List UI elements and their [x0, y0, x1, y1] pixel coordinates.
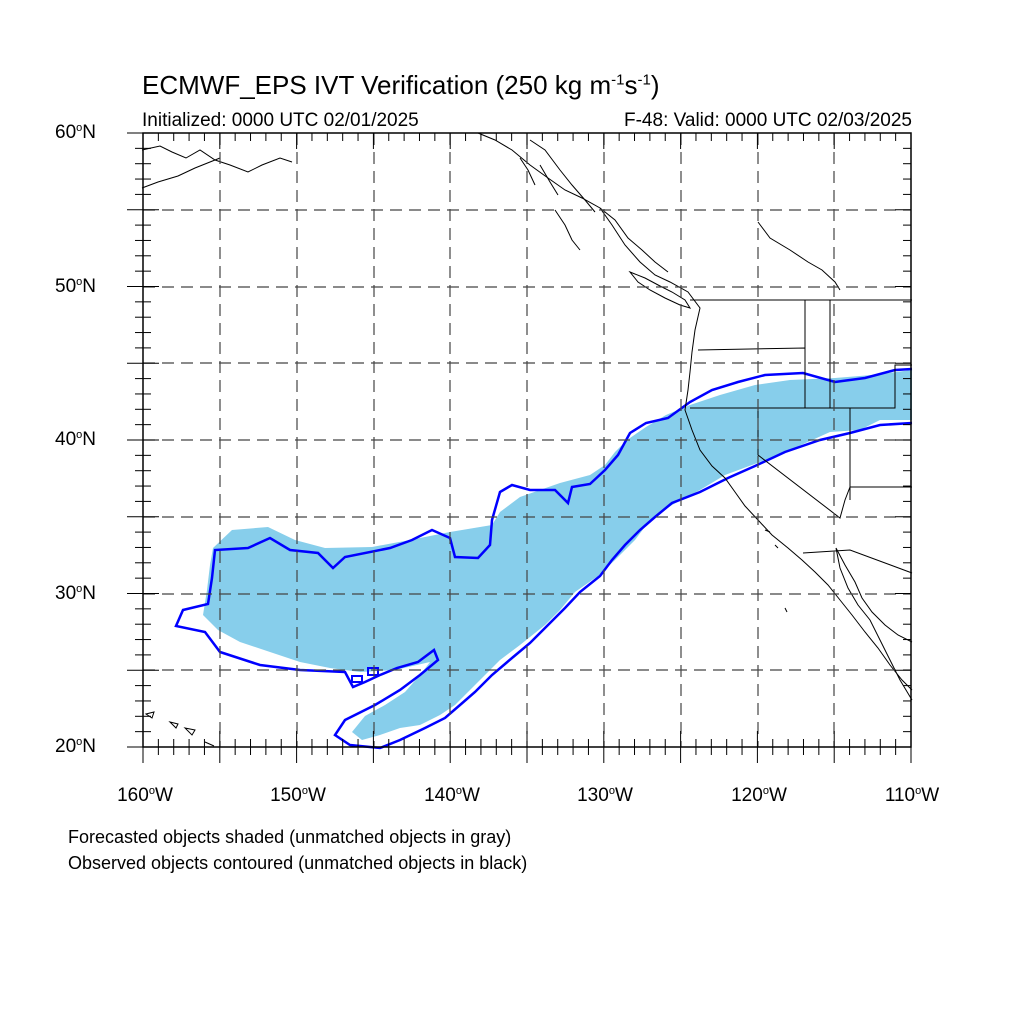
valid-time-label: F-48: Valid: 0000 UTC 02/03/2025 — [624, 110, 912, 131]
legend-forecast-text: Forecasted objects shaded (unmatched obj… — [68, 827, 512, 847]
lon-label-130w: 130oW — [577, 785, 633, 806]
observed-small-contour — [351, 675, 363, 683]
axis-ticks — [127, 132, 912, 763]
lat-label-30: 30oN — [55, 583, 96, 604]
lon-label-160w: 160oW — [117, 785, 173, 806]
coastline-bc-mainland — [599, 207, 841, 291]
lon-label-120w: 120oW — [731, 785, 787, 806]
coastline-hawaii — [144, 711, 215, 747]
lon-label-110w: 110oW — [884, 785, 940, 806]
title-sup1: -1 — [611, 71, 625, 89]
lat-label-20: 20oN — [55, 736, 96, 757]
lon-label-140w: 140oW — [424, 785, 480, 806]
title-end: ) — [650, 70, 660, 100]
lat-label-60: 60oN — [55, 122, 96, 143]
title-main: ECMWF_EPS IVT Verification (250 kg m — [142, 70, 612, 100]
coastline-alaska-gulf — [141, 145, 293, 189]
observed-small-contour — [367, 667, 379, 676]
coastline-gulf-of-california — [835, 547, 913, 701]
coastline-channel-islands — [764, 529, 788, 613]
legend-observed-text: Observed objects contoured (unmatched ob… — [68, 853, 528, 873]
lat-label-40: 40oN — [55, 429, 96, 450]
observed-ivt-contour — [174, 367, 913, 750]
graticule — [143, 133, 911, 747]
state-borders — [690, 300, 913, 574]
forecast-ivt-object — [203, 370, 912, 740]
title-sup2: -1 — [637, 71, 651, 89]
init-time-label: Initialized: 0000 UTC 02/01/2025 — [142, 110, 419, 131]
lat-label-50: 50oN — [55, 276, 96, 297]
title-mid: s — [624, 70, 638, 100]
lon-label-150w: 150oW — [270, 785, 326, 806]
coastline-southeast-alaska — [519, 139, 596, 251]
coastline-north-america — [477, 132, 913, 691]
map-title: ECMWF_EPS IVT Verification (250 kg m-1s-… — [142, 70, 659, 101]
